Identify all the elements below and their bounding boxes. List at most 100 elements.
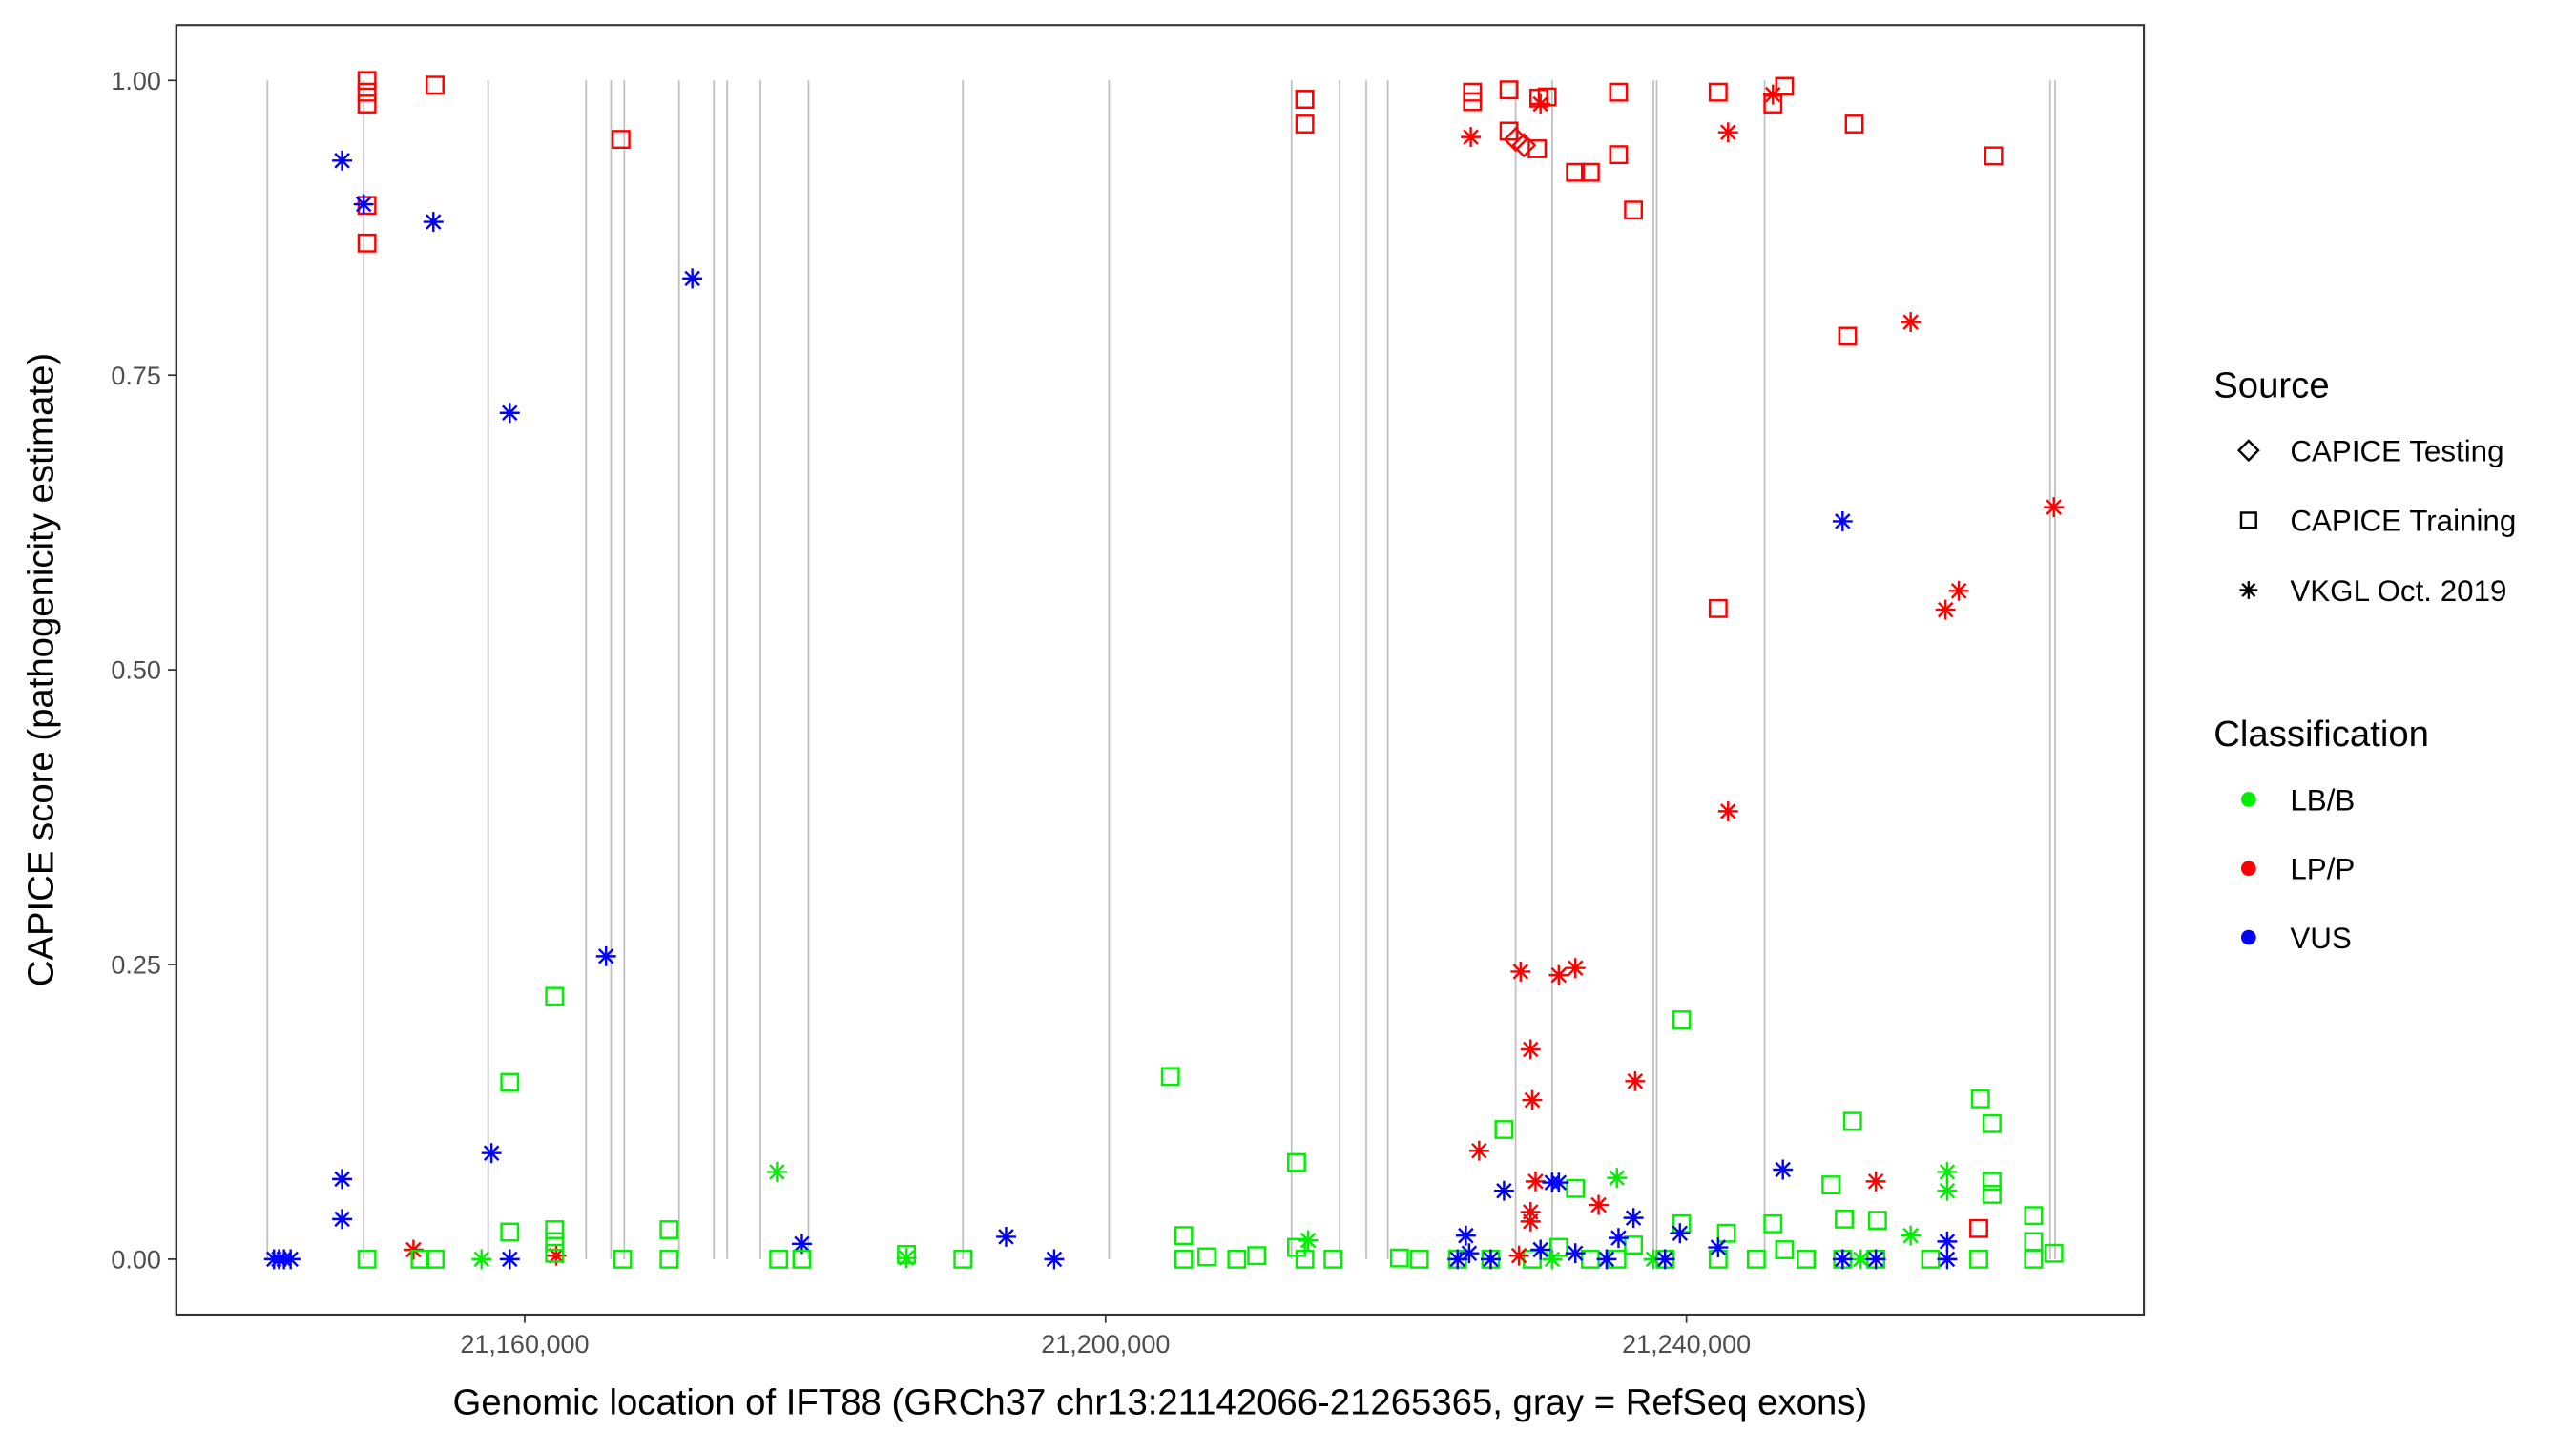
legend-classification-title: Classification <box>2213 714 2429 755</box>
data-point <box>1625 1070 1646 1091</box>
data-point <box>611 130 631 150</box>
data-point <box>1548 1172 1569 1193</box>
legend-key-asterisk-icon <box>2239 581 2258 599</box>
data-point <box>1982 1185 2002 1204</box>
data-point <box>1565 1243 1586 1264</box>
data-point <box>896 1248 917 1269</box>
data-point <box>1520 1039 1541 1060</box>
y-tick-label: 0.00 <box>111 1245 161 1274</box>
data-point <box>1459 1243 1480 1264</box>
data-point <box>1901 1225 1922 1246</box>
data-point <box>426 75 445 95</box>
data-point <box>1867 1211 1887 1231</box>
data-point <box>792 1249 812 1269</box>
data-point <box>595 945 616 966</box>
legend-item-label: CAPICE Testing <box>2290 434 2503 467</box>
data-point <box>1520 1211 1541 1232</box>
data-point <box>1548 1237 1568 1257</box>
data-point <box>1295 114 1315 134</box>
data-point <box>1522 1089 1543 1110</box>
data-point <box>1499 80 1519 100</box>
data-point <box>1773 1159 1794 1180</box>
y-axis: 0.00 0.25 0.50 0.75 1.00 <box>111 67 177 1274</box>
data-point <box>1174 1226 1194 1246</box>
data-point <box>1323 1249 1343 1269</box>
legend-item-label: VUS <box>2290 922 2351 955</box>
data-point <box>1901 312 1922 333</box>
y-tick-label: 0.25 <box>111 951 161 980</box>
data-point <box>471 1249 492 1270</box>
legend-key-square-icon <box>2239 511 2257 529</box>
data-point <box>499 403 520 424</box>
data-point <box>1982 1113 2002 1133</box>
data-point <box>766 1162 787 1182</box>
data-point <box>1596 1249 1617 1270</box>
legend-item-label: LB/B <box>2290 783 2355 817</box>
data-point <box>1511 133 1537 158</box>
data-point <box>1295 90 1315 109</box>
data-point <box>500 1222 520 1242</box>
data-point <box>1508 1245 1529 1266</box>
data-point <box>996 1226 1016 1247</box>
legend-key-dot-icon <box>2241 861 2256 877</box>
x-axis: 21,160,000 21,200,000 21,240,000 <box>460 1314 1751 1358</box>
data-point <box>1537 87 1557 107</box>
data-point <box>1850 1249 1871 1270</box>
data-point <box>1763 1213 1783 1234</box>
legend-source-title: Source <box>2213 364 2329 405</box>
data-point <box>2044 1243 2064 1263</box>
data-point <box>1510 961 1531 982</box>
data-point <box>1197 1247 1216 1267</box>
data-point <box>1447 1249 1468 1270</box>
x-tick-label: 21,160,000 <box>460 1330 589 1358</box>
data-point <box>1984 146 2004 166</box>
data-point <box>545 986 565 1006</box>
legend: Source CAPICE Testing CAPICE Training VKGL… <box>2213 364 2516 954</box>
data-point <box>1565 958 1586 979</box>
data-point <box>1835 1209 1854 1229</box>
data-point <box>1589 1194 1610 1215</box>
data-point <box>500 1072 520 1092</box>
data-point <box>1746 1249 1766 1269</box>
legend-item-label: VKGL Oct. 2019 <box>2290 574 2506 608</box>
data-point <box>1832 1249 1853 1270</box>
data-point <box>1463 92 1483 112</box>
legend-item-label: LP/P <box>2290 853 2355 886</box>
data-point <box>1717 800 1738 821</box>
data-point <box>659 1249 679 1269</box>
data-point <box>769 1249 789 1269</box>
exon-lines <box>266 80 2056 1259</box>
data-point <box>499 1249 520 1270</box>
data-point <box>1708 1237 1729 1257</box>
data-point <box>1821 1175 1841 1194</box>
data-point <box>1937 1162 1958 1182</box>
data-point <box>1247 1246 1267 1266</box>
data-point <box>792 1234 812 1255</box>
data-point <box>1174 1249 1194 1269</box>
data-point <box>1389 1248 1409 1268</box>
data-point <box>1716 1223 1736 1243</box>
x-axis-title: Genomic location of IFT88 (GRCh37 chr13:… <box>453 1381 1868 1422</box>
data-point <box>1708 598 1728 618</box>
data-point <box>357 1249 377 1269</box>
data-point <box>1580 162 1600 182</box>
data-point <box>357 82 377 102</box>
data-point <box>682 268 703 289</box>
data-point <box>1775 1240 1795 1259</box>
y-axis-title: CAPICE score (pathogenicity estimate) <box>21 353 62 986</box>
data-point <box>1937 1231 1958 1252</box>
data-point <box>1935 599 1956 620</box>
data-point <box>423 212 444 233</box>
x-tick-label: 21,240,000 <box>1622 1330 1751 1358</box>
data-point <box>1937 1180 1958 1201</box>
data-point <box>1287 1152 1306 1172</box>
data-point <box>1160 1067 1180 1087</box>
data-point <box>1865 1171 1886 1192</box>
data-point <box>1762 84 1783 105</box>
data-point <box>1948 580 1969 601</box>
data-point <box>357 71 377 91</box>
data-point <box>1530 1239 1551 1260</box>
data-point <box>1607 1168 1628 1189</box>
data-point <box>1548 964 1569 985</box>
